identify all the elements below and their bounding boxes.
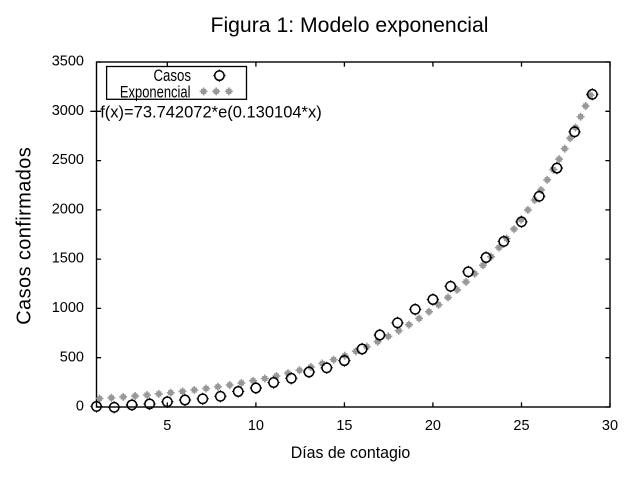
svg-text:Días de contagio: Días de contagio	[291, 443, 411, 462]
svg-text:10: 10	[248, 418, 264, 434]
svg-text:2000: 2000	[52, 202, 84, 218]
svg-text:3000: 3000	[52, 103, 84, 119]
svg-text:1500: 1500	[52, 251, 84, 267]
svg-text:Casos: Casos	[154, 66, 192, 85]
svg-text:25: 25	[513, 418, 529, 434]
svg-text:500: 500	[60, 349, 84, 365]
svg-text:1000: 1000	[52, 300, 84, 316]
svg-text:Exponencial: Exponencial	[120, 83, 191, 102]
svg-text:Casos confirmados: Casos confirmados	[14, 147, 36, 325]
svg-text:f(x)=73.742072*e(0.130104*x): f(x)=73.742072*e(0.130104*x)	[100, 103, 322, 121]
svg-text:20: 20	[425, 418, 441, 434]
svg-text:3500: 3500	[52, 54, 84, 70]
svg-text:Figura 1: Modelo exponencial: Figura 1: Modelo exponencial	[211, 14, 489, 37]
svg-text:15: 15	[336, 418, 352, 434]
svg-text:5: 5	[163, 418, 171, 434]
svg-text:2500: 2500	[52, 152, 84, 168]
svg-text:0: 0	[76, 399, 84, 415]
svg-text:30: 30	[602, 418, 618, 434]
